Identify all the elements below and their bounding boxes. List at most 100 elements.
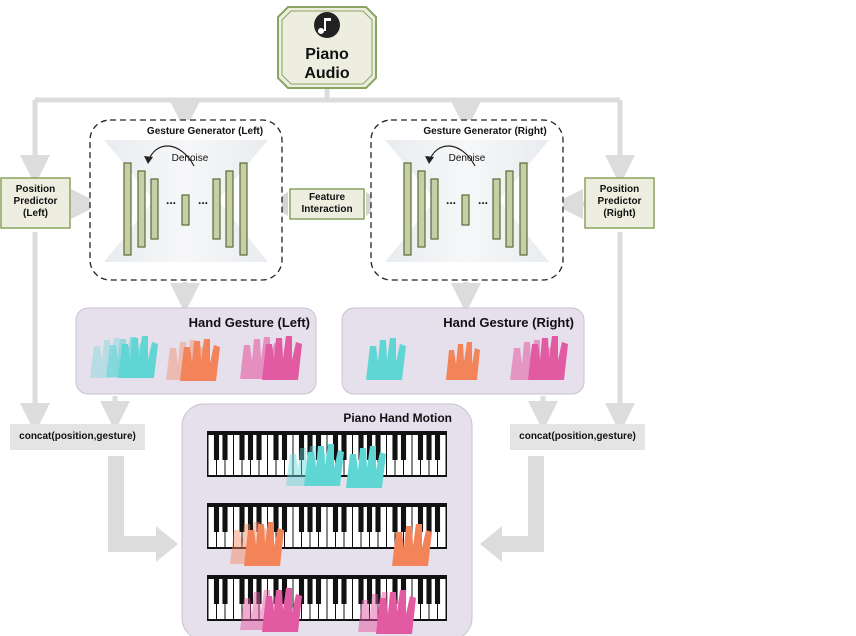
white-key [344,507,352,547]
black-key [222,435,228,460]
black-key [366,507,373,532]
predictor-right-line3: (Right) [603,208,636,219]
black-key [213,435,220,460]
black-key [247,579,254,604]
concat-left-label: concat(position,gesture) [19,431,136,442]
black-key [247,435,254,460]
white-key [438,435,446,475]
generator-right-title: Gesture Generator (Right) [423,126,547,137]
white-key [310,507,318,547]
white-key [310,579,318,619]
white-key [421,507,429,547]
black-key [332,435,339,460]
white-key [353,435,361,475]
white-key [234,435,242,475]
black-key [213,507,220,532]
motion-hands [230,444,432,634]
white-key [276,507,284,547]
white-key [319,507,327,547]
denoise-label-right: Denoise [448,153,486,164]
white-key [438,507,446,547]
black-key [426,579,432,604]
black-key [256,435,262,460]
white-key [208,435,216,475]
white-key [378,507,386,547]
white-key [344,435,352,475]
white-key [225,435,233,475]
black-key [247,507,254,532]
black-key [273,507,279,532]
black-key [366,435,373,460]
white-key [387,507,395,547]
black-key [341,579,347,604]
black-key [434,435,441,460]
hand-gesture-right-title: Hand Gesture (Right) [443,315,574,330]
black-key [375,579,381,604]
white-key [285,435,293,475]
black-key [307,507,313,532]
black-key [417,435,424,460]
hands-left-panel [90,336,302,381]
dots-right-1: ... [445,193,456,207]
black-key [239,579,245,604]
black-key [426,435,432,460]
black-key [239,507,245,532]
feature-interaction-label: Feature Interaction [290,192,364,216]
white-key [251,507,259,547]
feature-interaction-line2: Interaction [301,204,353,215]
black-key [213,579,220,604]
white-key [429,579,437,619]
denoise-label-left: Denoise [171,153,209,164]
concat-left-box [10,424,145,450]
generator-left-title: Gesture Generator (Left) [146,126,264,137]
white-key [234,507,242,547]
black-key [375,507,381,532]
unet-bars-left [123,162,248,256]
black-key [315,507,322,532]
black-key [307,579,313,604]
white-key [327,507,335,547]
piano-audio-line2: Audio [304,65,350,82]
white-key [302,507,310,547]
black-key [281,507,288,532]
white-key [395,435,403,475]
black-key [400,435,407,460]
white-key [225,579,233,619]
white-key [217,579,225,619]
white-key [395,507,403,547]
white-key [421,579,429,619]
gesture-generator-left [89,119,283,281]
black-key [341,507,347,532]
denoise-arrow [147,145,195,167]
black-key [392,579,398,604]
dots-left-2: ... [197,193,208,207]
black-key [417,579,424,604]
white-key [208,579,216,619]
white-key [404,435,412,475]
black-key [434,507,441,532]
white-key [404,579,412,619]
white-key [361,507,369,547]
black-key [392,507,398,532]
white-key [217,507,225,547]
white-key [242,435,250,475]
white-key [293,507,301,547]
black-key [358,579,364,604]
black-key [366,579,373,604]
white-key [276,435,284,475]
black-key [281,435,288,460]
black-key [358,507,364,532]
piano-audio-line1: Piano [305,46,349,63]
predictor-left-line3: (Left) [23,208,48,219]
white-key [336,579,344,619]
white-key [234,579,242,619]
black-key [417,507,424,532]
black-key [222,507,228,532]
right-merge-arrow [480,456,544,562]
black-key [426,507,432,532]
predictor-left-line1: Position [15,184,56,195]
predictor-right-label: Position Predictor (Right) [585,184,654,220]
white-key [302,435,310,475]
white-key [251,435,259,475]
piano-hand-motion-title: Piano Hand Motion [343,411,452,425]
